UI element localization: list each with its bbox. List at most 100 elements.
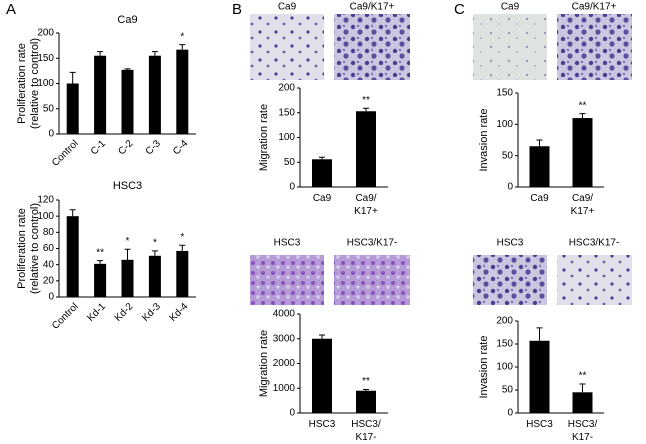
error-bar [319, 156, 325, 160]
annotation: * [180, 232, 184, 243]
micrograph-label: HSC3/K17- [347, 238, 398, 249]
bar [148, 55, 161, 134]
micrograph-label: Ca9/K17+ [350, 2, 395, 13]
bar [356, 390, 376, 413]
bar [121, 69, 134, 134]
error-bar [69, 209, 76, 217]
x-tick-label: C-2 [116, 138, 135, 157]
chart-title: Ca9 [117, 14, 137, 26]
y-tick-label: 0 [289, 182, 295, 193]
y-tick-label: 0 [289, 408, 295, 419]
x-tick-label: HSC3 [309, 419, 336, 430]
micrograph-label: Ca9 [278, 2, 297, 13]
error-bar [124, 68, 131, 70]
panel-label: A [6, 1, 16, 18]
bar [176, 250, 189, 297]
x-tick-label: Ca9/K17+ [571, 193, 595, 217]
x-tick-label: C-4 [171, 138, 190, 157]
bar [356, 111, 376, 187]
error-bar [151, 250, 158, 256]
x-tick-label: Control [50, 301, 81, 332]
y-axis-label: Migration rate [258, 330, 270, 397]
bar [572, 118, 593, 187]
micrograph [557, 14, 632, 80]
y-tick-label: 3000 [273, 333, 296, 344]
annotation: * [126, 236, 130, 247]
x-tick-label: Kd-4 [168, 301, 191, 324]
bar [176, 49, 189, 134]
y-tick-label: 150 [496, 339, 513, 350]
x-tick-label: Kd-1 [85, 301, 108, 324]
micrograph [557, 255, 632, 305]
x-tick-label: C-1 [89, 138, 108, 157]
y-tick-label: 20 [43, 275, 55, 286]
micrograph [250, 255, 324, 305]
x-tick-label: Kd-2 [113, 301, 136, 324]
y-tick-label: 0 [507, 408, 513, 419]
micrograph-label: HSC3 [274, 238, 301, 249]
micrograph-label: Ca9/K17+ [572, 2, 617, 13]
y-tick-label: 150 [496, 88, 513, 99]
y-tick-label: 50 [43, 103, 55, 114]
bar [529, 340, 550, 413]
x-tick-label: Ca9/K17+ [354, 193, 378, 217]
error-bar [319, 334, 325, 339]
micrograph [334, 14, 410, 80]
y-tick-label: 0 [48, 129, 54, 140]
chart-title: HSC3 [113, 180, 142, 192]
micrograph-label: HSC3 [497, 238, 524, 249]
y-tick-label: 50 [284, 157, 296, 168]
y-tick-label: 1000 [273, 383, 296, 394]
micrograph-label: Ca9 [501, 2, 520, 13]
error-bar [536, 327, 543, 341]
error-bar [69, 71, 76, 84]
y-tick-label: 200 [37, 28, 54, 39]
y-tick-label: 50 [502, 150, 514, 161]
x-tick-label: HSC3 [526, 419, 553, 430]
annotation: ** [579, 100, 587, 111]
error-bar [179, 44, 186, 50]
annotation: ** [362, 95, 370, 106]
y-axis-label: Proliferation rate [16, 208, 28, 289]
bar [66, 216, 79, 297]
error-bar [97, 51, 104, 56]
y-tick-label: 100 [37, 78, 54, 89]
error-bar [536, 139, 543, 147]
y-axis-label: Invasion rate [478, 109, 490, 172]
annotation: * [180, 31, 184, 42]
bar [121, 259, 134, 297]
y-tick-label: 60 [43, 243, 55, 254]
x-tick-label: Kd-3 [140, 301, 163, 324]
bar [94, 263, 107, 297]
micrograph [250, 14, 324, 80]
annotation: ** [96, 247, 104, 258]
annotation: * [153, 238, 157, 249]
error-bar [363, 107, 369, 112]
y-tick-label: 150 [278, 107, 295, 118]
y-tick-label: 80 [43, 227, 55, 238]
bar [66, 83, 79, 134]
bar [572, 392, 593, 413]
micrograph [334, 255, 410, 305]
error-bar [579, 383, 586, 393]
y-tick-label: 120 [37, 195, 54, 206]
y-tick-label: 50 [502, 385, 514, 396]
bar [94, 55, 107, 134]
error-bar [97, 260, 104, 264]
panel-label: C [454, 1, 465, 18]
bar [312, 159, 332, 187]
y-tick-label: 40 [43, 259, 55, 270]
y-tick-label: 0 [48, 292, 54, 303]
y-tick-label: 100 [496, 119, 513, 130]
panel-label: B [232, 1, 242, 18]
micrograph-label: HSC3/K17- [569, 238, 620, 249]
y-tick-label: 4000 [273, 309, 296, 320]
x-tick-label: HSC3/K17- [568, 419, 598, 443]
y-tick-label: 200 [278, 83, 295, 94]
y-tick-label: 100 [496, 362, 513, 373]
y-tick-label: 150 [37, 53, 54, 64]
annotation: ** [362, 376, 370, 387]
y-axis-label: (relative to control) [29, 203, 41, 294]
error-bar [363, 388, 369, 391]
